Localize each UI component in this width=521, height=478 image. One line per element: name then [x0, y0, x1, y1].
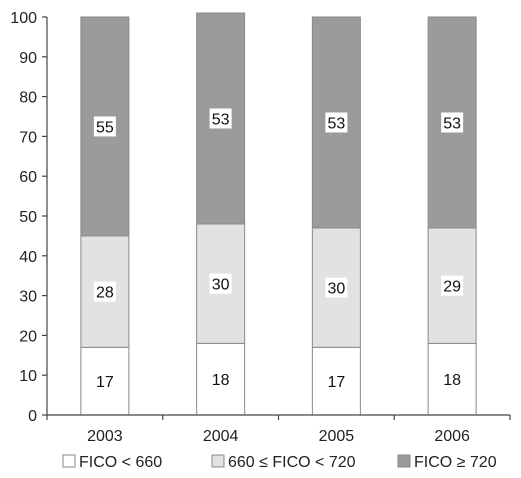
y-tick-label-10: 10 [19, 368, 37, 385]
data-label-box [325, 277, 348, 298]
data-label-box [93, 281, 116, 302]
data-label-2005-series-1: 30 [327, 281, 345, 298]
data-label-box [325, 112, 348, 133]
y-tick-label-30: 30 [19, 289, 37, 306]
y-tick-label-80: 80 [19, 90, 37, 107]
x-tick-label-2006: 2006 [434, 428, 470, 445]
data-label-2004-series-0: 18 [212, 372, 230, 389]
data-label-box [209, 108, 232, 129]
y-axis: 0 10 20 30 40 50 60 70 80 90 100 [10, 10, 48, 425]
data-label-box [441, 275, 464, 296]
data-label-2006-series-1: 29 [443, 279, 461, 296]
data-label-box [209, 369, 232, 390]
legend-swatch-1 [211, 454, 225, 468]
data-label-box [441, 112, 464, 133]
y-tick-label-40: 40 [19, 249, 37, 266]
y-tick-label-70: 70 [19, 129, 37, 146]
plot-area: 17 28 55 18 30 53 17 30 53 18 29 53 [80, 12, 477, 416]
x-axis: 2003 2004 2005 2006 [46, 414, 511, 445]
data-label-box [93, 371, 116, 392]
y-tick-label-100: 100 [10, 10, 37, 27]
legend-label-2: FICO ≥ 720 [414, 454, 497, 471]
data-label-box [93, 116, 116, 137]
bar-2003-series-1 [80, 235, 130, 348]
y-tick-label-50: 50 [19, 209, 37, 226]
legend: FICO < 660 660 ≤ FICO < 720 FICO ≥ 720 [62, 454, 497, 471]
x-tick-label-2005: 2005 [319, 428, 355, 445]
legend-swatch-2 [397, 454, 411, 468]
data-label-2003-series-1: 28 [96, 285, 114, 302]
data-label-box [209, 273, 232, 294]
data-label-2003-series-2: 55 [96, 119, 114, 136]
y-tick-label-60: 60 [19, 169, 37, 186]
y-tick-label-20: 20 [19, 328, 37, 345]
x-tick-label-2004: 2004 [203, 428, 239, 445]
bar-2006-series-2 [427, 16, 477, 229]
data-label-box [441, 369, 464, 390]
data-label-2004-series-2: 53 [212, 111, 230, 128]
data-label-2006-series-0: 18 [443, 372, 461, 389]
data-label-2005-series-0: 17 [327, 374, 345, 391]
x-tick-label-2003: 2003 [87, 428, 123, 445]
y-tick-label-90: 90 [19, 50, 37, 67]
y-tick-label-0: 0 [28, 408, 37, 425]
data-label-2003-series-0: 17 [96, 374, 114, 391]
legend-label-1: 660 ≤ FICO < 720 [228, 454, 356, 471]
legend-label-0: FICO < 660 [79, 454, 162, 471]
data-label-box [325, 371, 348, 392]
data-label-2006-series-2: 53 [443, 115, 461, 132]
data-label-2005-series-2: 53 [327, 115, 345, 132]
legend-swatch-0 [62, 454, 76, 468]
data-label-2004-series-1: 30 [212, 277, 230, 294]
